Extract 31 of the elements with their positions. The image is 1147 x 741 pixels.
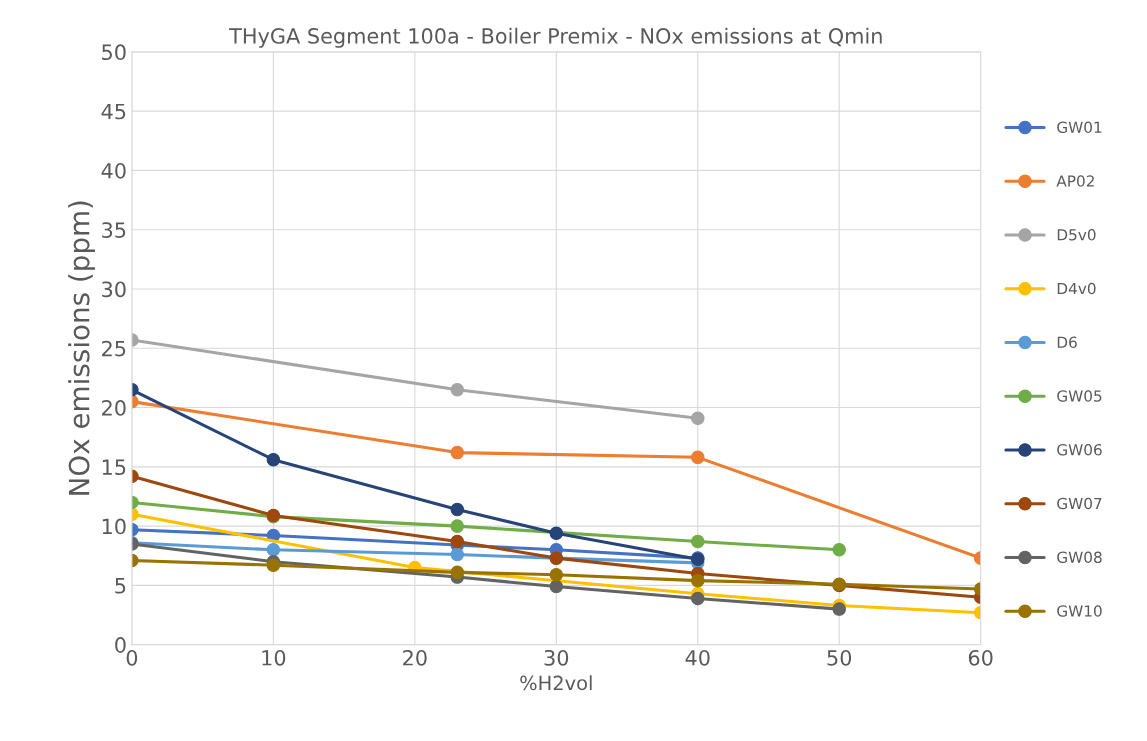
y-tick-label: 15: [102, 459, 126, 476]
y-tick-label: 25: [102, 340, 126, 357]
legend-label: GW05: [1057, 390, 1102, 402]
y-tick-label: 30: [102, 281, 126, 298]
y-tick-label: 0: [115, 637, 126, 653]
legend-label: AP02: [1056, 175, 1094, 187]
x-tick-label: 0: [126, 649, 138, 666]
y-axis-title: NOx emissions (ppm): [68, 201, 95, 495]
y-tick-label: 10: [102, 518, 126, 535]
legend-label: GW07: [1057, 497, 1102, 510]
x-tick-label: 30: [544, 649, 569, 666]
x-tick-label: 50: [827, 649, 852, 666]
y-tick-label: 5: [115, 578, 126, 594]
y-tick-label: 35: [102, 222, 126, 238]
y-tick-label: 20: [102, 400, 126, 416]
x-tick-label: 40: [685, 649, 710, 666]
legend-label: D5v0: [1057, 229, 1096, 241]
y-tick-label: 50: [102, 44, 126, 61]
x-tick-label: 60: [968, 649, 993, 666]
legend-label: GW08: [1057, 551, 1102, 564]
y-tick-label: 45: [101, 103, 126, 120]
x-tick-label: 10: [262, 649, 286, 666]
legend-label: D6: [1057, 336, 1077, 349]
y-tick-label: 40: [101, 162, 126, 179]
legend-label: GW06: [1057, 443, 1102, 456]
x-axis-title: %H2vol: [520, 675, 592, 691]
legend-label: GW10: [1057, 605, 1102, 617]
x-tick-label: 20: [403, 649, 427, 666]
legend-label: D4v0: [1057, 282, 1096, 295]
chart-title: THyGA Segment 100a - Boiler Premix - NOx emissions at Qmin: [229, 27, 882, 48]
legend-label: GW01: [1057, 121, 1102, 134]
